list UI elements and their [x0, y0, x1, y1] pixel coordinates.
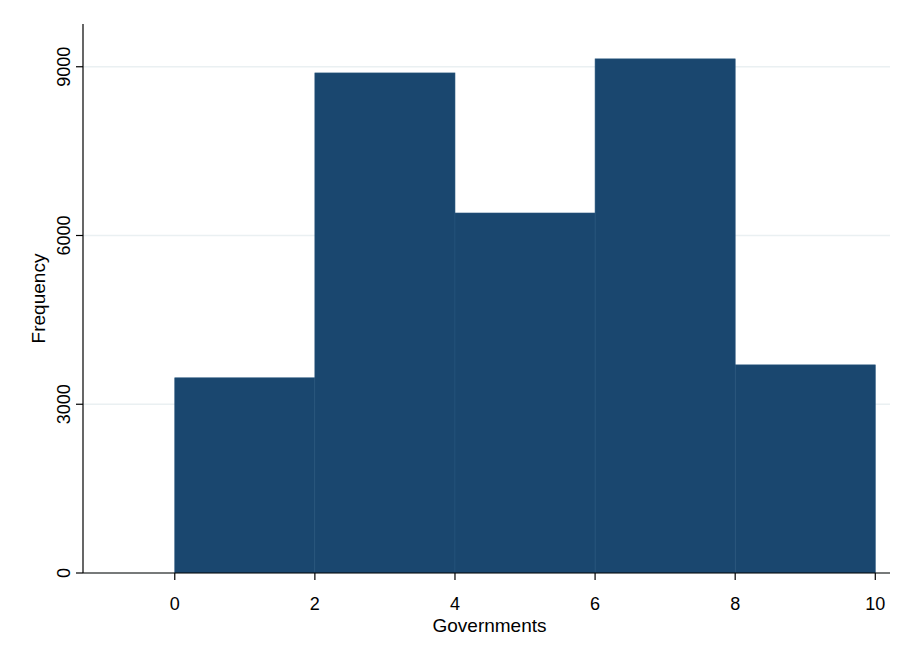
y-axis-title: Frequency [28, 253, 49, 343]
bar [595, 59, 735, 573]
bar [315, 73, 455, 573]
x-tick [454, 573, 455, 580]
x-tick [875, 573, 876, 580]
grid [83, 67, 890, 573]
chart: 0 3000 6000 9000 0 2 4 6 8 10 Governments Frequency [0, 0, 913, 664]
y-tick-label: 9000 [54, 47, 74, 87]
bar [735, 365, 875, 573]
y-tick-label: 6000 [54, 215, 74, 255]
x-axis-title: Governments [432, 615, 546, 636]
x-tick-label: 6 [590, 594, 600, 614]
x-tick-label: 8 [730, 594, 740, 614]
x-tick [735, 573, 736, 580]
x-axis-line [83, 572, 890, 573]
y-tick [76, 404, 83, 405]
bar [455, 213, 595, 573]
y-tick-label: 3000 [54, 384, 74, 424]
grid-line [83, 572, 890, 574]
bars [175, 59, 876, 573]
x-tick-label: 0 [170, 594, 180, 614]
bar [175, 378, 315, 573]
axes: 0 3000 6000 9000 0 2 4 6 8 10 [54, 24, 890, 614]
y-tick [76, 572, 83, 573]
x-tick [594, 573, 595, 580]
y-tick [76, 235, 83, 236]
x-tick [314, 573, 315, 580]
grid-line [83, 66, 890, 68]
x-tick-label: 4 [450, 594, 460, 614]
x-tick [174, 573, 175, 580]
x-tick-label: 10 [865, 594, 885, 614]
x-tick-label: 2 [310, 594, 320, 614]
y-tick-label: 0 [54, 568, 74, 578]
y-tick [76, 66, 83, 67]
background [0, 0, 913, 664]
y-axis-line [82, 24, 83, 573]
